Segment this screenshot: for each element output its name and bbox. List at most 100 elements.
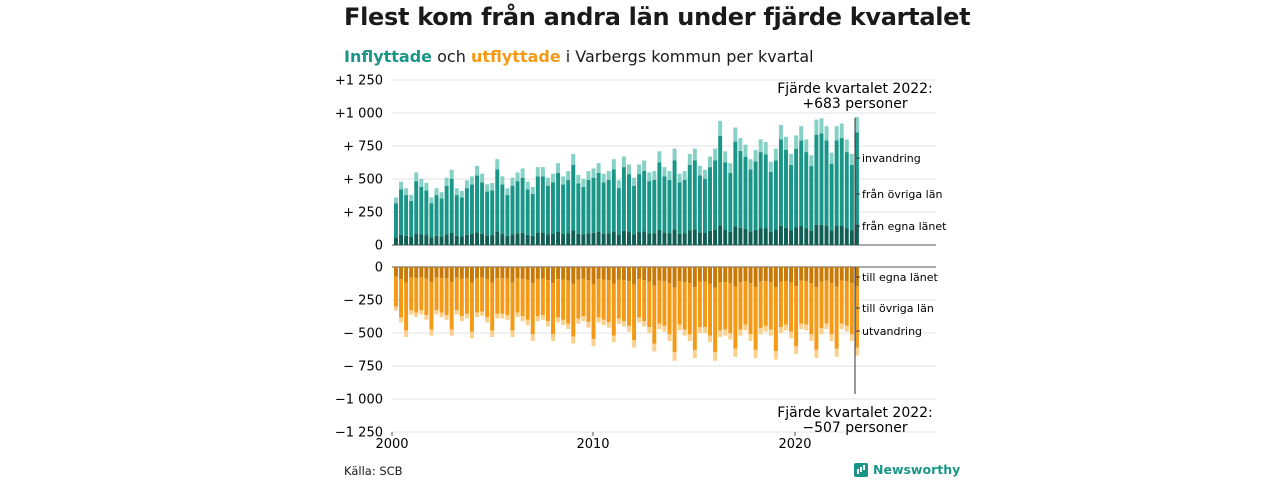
brand-name: Newsworthy <box>873 462 961 477</box>
chart-subtitle: Inflyttade och utflyttade i Varbergs kom… <box>344 47 814 66</box>
bar-out-other-counties <box>854 286 859 348</box>
bar-in-immigration <box>535 167 540 177</box>
annotation-bottom-line1: Fjärde kvartalet 2022: <box>777 405 933 421</box>
bar-in-other-counties <box>713 160 718 230</box>
y-tick-label-bottom: −1 250 <box>335 426 383 441</box>
bar-in-immigration <box>566 171 571 180</box>
bar-in-other-counties <box>647 181 652 234</box>
bar-out-own-county <box>763 267 768 282</box>
bar-out-other-counties <box>784 280 788 325</box>
bar-out-other-counties <box>611 283 616 336</box>
bar-in-other-counties <box>561 184 566 235</box>
bar-out-emigration <box>733 348 738 357</box>
bar-out-other-counties <box>672 287 677 353</box>
bar-out-emigration <box>576 318 581 324</box>
bar-out-emigration <box>627 325 631 332</box>
bar-out-own-county <box>464 267 469 279</box>
bar-out-own-county <box>480 267 485 278</box>
bar-in-immigration <box>591 168 596 178</box>
bar-in-own-county <box>586 233 591 245</box>
bar-in-own-county <box>485 235 490 245</box>
bar-in-immigration <box>399 181 404 190</box>
bar-in-immigration <box>596 163 601 173</box>
bar-out-emigration <box>475 312 479 318</box>
bar-out-emigration <box>768 329 773 336</box>
bar-in-immigration <box>606 171 611 180</box>
bar-out-other-counties <box>773 287 778 352</box>
bar-in-immigration <box>485 184 490 192</box>
bar-in-immigration <box>743 144 748 157</box>
bar-in-own-county <box>556 231 561 245</box>
bar-in-own-county <box>702 232 707 245</box>
y-tick-label-top: + 250 <box>343 206 383 221</box>
newsworthy-logo[interactable]: Newsworthy <box>854 462 960 477</box>
bar-out-own-county <box>571 267 576 284</box>
bar-out-emigration <box>404 330 409 337</box>
bar-in-immigration <box>616 180 621 189</box>
bar-out-emigration <box>697 327 702 333</box>
bar-out-other-counties <box>743 280 748 325</box>
bar-in-own-county <box>434 235 439 245</box>
bar-in-other-counties <box>566 179 571 234</box>
bar-out-other-counties <box>601 279 606 320</box>
bar-in-own-county <box>439 236 444 245</box>
bar-out-emigration <box>652 343 657 352</box>
bar-in-own-county <box>515 233 520 245</box>
bar-out-own-county <box>606 267 611 281</box>
bar-out-own-county <box>687 267 692 284</box>
bar-in-own-county <box>571 230 576 245</box>
bar-out-emigration <box>505 315 510 320</box>
bar-in-other-counties <box>490 190 495 236</box>
bar-out-own-county <box>505 267 510 279</box>
bar-out-other-counties <box>591 284 596 340</box>
bar-out-other-counties <box>809 283 814 335</box>
series-label-in-other: från övriga län <box>862 188 942 201</box>
bar-in-own-county <box>839 225 844 245</box>
x-tick-label: 2000 <box>375 437 408 452</box>
bar-out-other-counties <box>530 283 535 335</box>
bar-in-other-counties <box>834 140 839 226</box>
bar-out-own-county <box>819 267 824 282</box>
bar-out-own-county <box>399 267 404 280</box>
bar-in-own-county <box>692 229 697 245</box>
bar-in-own-county <box>449 232 454 245</box>
bar-in-own-county <box>687 230 692 245</box>
bar-out-emigration <box>429 329 434 336</box>
bar-out-emigration <box>819 328 824 335</box>
bar-in-other-counties <box>632 185 637 235</box>
bar-out-own-county <box>702 267 707 282</box>
bar-in-immigration <box>748 159 753 170</box>
bar-in-other-counties <box>454 195 459 236</box>
bar-in-own-county <box>611 231 616 245</box>
bar-out-own-county <box>738 267 743 283</box>
bar-out-own-county <box>824 267 829 281</box>
bar-in-immigration <box>449 169 454 179</box>
bar-in-other-counties <box>616 188 621 235</box>
bar-in-own-county <box>576 233 581 245</box>
bar-out-other-counties <box>748 283 753 335</box>
bar-in-other-counties <box>510 185 515 235</box>
bar-in-immigration <box>773 148 778 161</box>
bar-in-other-counties <box>469 184 474 235</box>
bar-out-emigration <box>464 313 469 319</box>
bar-in-own-county <box>637 232 642 245</box>
bar-out-own-county <box>485 267 490 280</box>
bar-in-own-county <box>763 228 768 245</box>
bar-in-other-counties <box>667 179 672 234</box>
bar-in-own-county <box>616 234 621 245</box>
bar-out-emigration <box>794 346 799 355</box>
bar-in-other-counties <box>409 200 414 237</box>
bar-in-immigration <box>662 167 667 177</box>
bar-out-emigration <box>480 311 485 316</box>
bar-in-own-county <box>824 225 829 245</box>
bar-in-immigration <box>799 126 804 141</box>
bar-out-other-counties <box>632 284 637 341</box>
series-label-in-own: från egna länet <box>862 220 947 233</box>
bar-in-immigration <box>809 155 814 167</box>
bar-in-immigration <box>611 159 616 170</box>
bar-in-own-county <box>399 234 404 245</box>
bar-in-other-counties <box>464 188 469 235</box>
bar-in-immigration <box>581 179 586 187</box>
bar-in-immigration <box>515 172 520 182</box>
bar-in-own-county <box>642 231 647 245</box>
